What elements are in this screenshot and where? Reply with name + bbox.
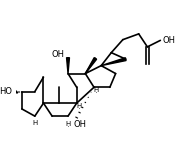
Polygon shape <box>67 58 70 74</box>
Text: H: H <box>32 120 37 126</box>
Text: Ḥ: Ḥ <box>76 102 82 108</box>
Polygon shape <box>85 58 97 74</box>
Polygon shape <box>101 58 126 66</box>
Text: Ḥ: Ḥ <box>65 120 71 126</box>
Text: Ḥ: Ḥ <box>94 86 99 92</box>
Text: HO: HO <box>0 87 12 96</box>
Text: OH: OH <box>163 36 175 45</box>
Text: OH: OH <box>73 120 86 129</box>
Text: OH: OH <box>51 50 64 59</box>
